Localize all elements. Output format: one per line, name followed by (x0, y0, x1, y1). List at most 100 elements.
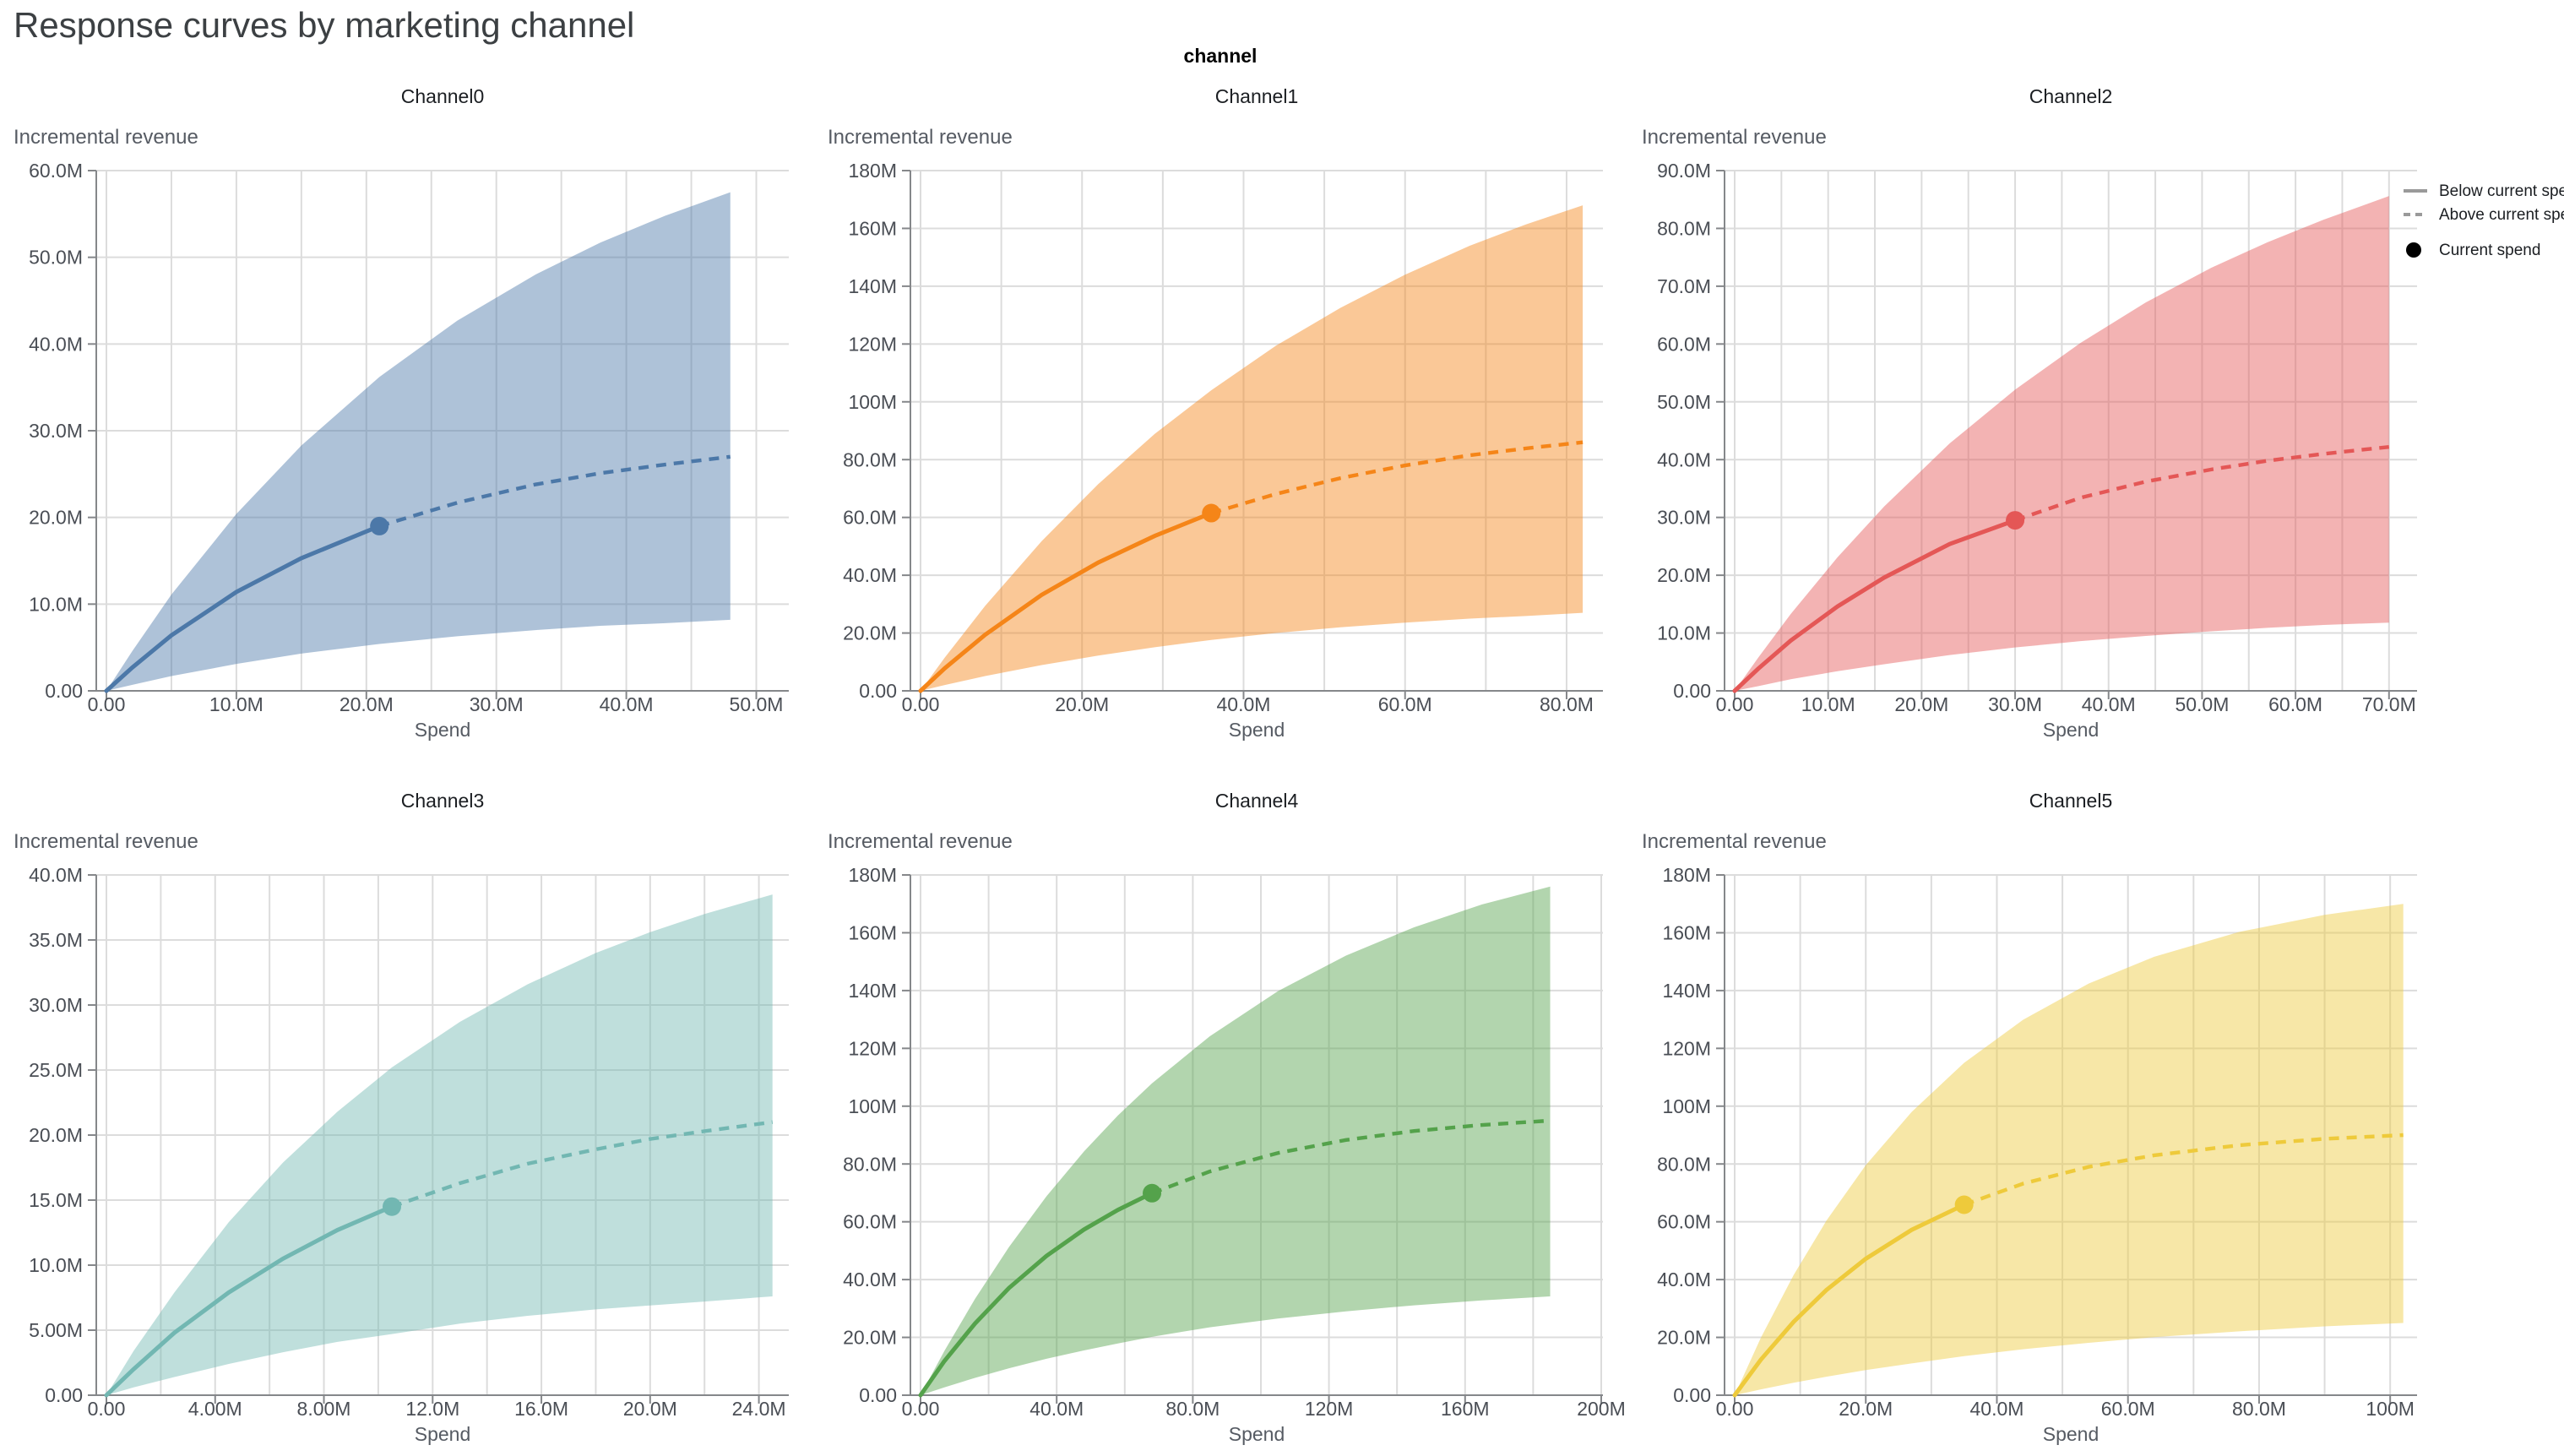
x-tick-label: 70.0M (2362, 693, 2416, 715)
response-curve-chart-channel2: 0.00 10.0M 20.0M 30.0M 40.0M 50.0M 60.0M 70.0M 8… (1642, 85, 2417, 741)
y-tick-label: 80.0M (843, 448, 897, 470)
x-axis-title: Spend (2043, 719, 2100, 741)
gridlines (1725, 170, 2417, 691)
current-spend-dot (1954, 1195, 1974, 1214)
facet-title: Channel2 (2029, 85, 2112, 107)
gridlines (96, 170, 789, 691)
y-tick-label: 180M (1662, 864, 1711, 886)
x-tick-label: 40.0M (1029, 1398, 1084, 1420)
y-tick-label: 20.0M (29, 507, 83, 529)
facet-title: Channel5 (2029, 790, 2112, 812)
confidence-band (106, 894, 773, 1395)
axes: 0.00 20.0M 40.0M 60.0M 80.0M 100M 120M 140M 160M… (843, 864, 1626, 1420)
mean-line-above-current (1151, 1118, 1551, 1195)
mean-line-below-current (1732, 1202, 1967, 1398)
gridlines (1725, 874, 2417, 1395)
y-tick-label: 50.0M (1657, 391, 1711, 413)
x-axis-title: Spend (1229, 719, 1285, 741)
axes: 0.00 10.0M 20.0M 30.0M 40.0M 50.0M 60.0M 0.00 10… (29, 160, 789, 715)
facet-title: Channel0 (401, 85, 484, 107)
x-tick-label: 40.0M (2082, 693, 2136, 715)
y-tick-label: 0.00 (1673, 1384, 1711, 1406)
y-tick-label: 40.0M (843, 1269, 897, 1290)
x-tick-label: 80.0M (2232, 1398, 2286, 1420)
y-axis-title: Incremental revenue (828, 830, 1013, 853)
facet-grid: 0.00 10.0M 20.0M 30.0M 40.0M 50.0M 60.0M 0.00 10… (14, 85, 2417, 1445)
solid-line-icon (2404, 189, 2427, 193)
x-tick-label: 0.00 (902, 693, 940, 715)
y-tick-label: 80.0M (1657, 217, 1711, 239)
x-tick-label: 30.0M (470, 693, 524, 715)
y-tick-label: 30.0M (29, 994, 83, 1016)
mean-line-above-current (1210, 440, 1583, 515)
y-tick-label: 160M (1662, 921, 1711, 943)
x-tick-label: 0.00 (1716, 693, 1754, 715)
y-tick-label: 160M (848, 217, 897, 239)
facet-title: Channel4 (1215, 790, 1299, 812)
y-tick-label: 20.0M (843, 1327, 897, 1349)
x-tick-label: 16.0M (514, 1398, 568, 1420)
y-tick-label: 60.0M (843, 507, 897, 529)
mean-line-below-current (918, 511, 1214, 693)
x-tick-label: 8.00M (297, 1398, 351, 1420)
current-spend-dot (2006, 511, 2025, 530)
y-tick-label: 30.0M (1657, 507, 1711, 529)
x-tick-label: 24.0M (732, 1398, 786, 1420)
x-tick-label: 20.0M (340, 693, 394, 715)
y-tick-label: 10.0M (29, 1254, 83, 1276)
y-tick-label: 50.0M (29, 247, 83, 269)
y-tick-label: 0.00 (45, 680, 83, 702)
y-tick-label: 40.0M (29, 864, 83, 886)
y-tick-label: 20.0M (29, 1124, 83, 1146)
y-tick-label: 10.0M (29, 593, 83, 615)
facet-title: Channel3 (401, 790, 484, 812)
x-tick-label: 60.0M (2101, 1398, 2155, 1420)
current-spend-dot (383, 1197, 402, 1216)
confidence-band (1735, 196, 2389, 692)
x-tick-label: 0.00 (1716, 1398, 1754, 1420)
x-tick-label: 60.0M (1378, 693, 1432, 715)
page-title: Response curves by marketing channel (14, 7, 635, 46)
y-axis-title: Incremental revenue (1642, 126, 1827, 149)
x-tick-label: 50.0M (730, 693, 784, 715)
y-tick-label: 120M (848, 333, 897, 355)
y-tick-label: 140M (1662, 980, 1711, 1002)
x-tick-label: 20.0M (623, 1398, 677, 1420)
y-tick-label: 180M (848, 864, 897, 886)
y-tick-label: 40.0M (1657, 1269, 1711, 1290)
y-tick-label: 60.0M (1657, 1211, 1711, 1233)
x-tick-label: 50.0M (2175, 693, 2229, 715)
x-tick-label: 10.0M (1801, 693, 1855, 715)
legend-label-below: Below current spend (2439, 182, 2564, 200)
x-tick-label: 80.0M (1165, 1398, 1220, 1420)
y-tick-label: 70.0M (1657, 275, 1711, 297)
y-tick-label: 140M (848, 275, 897, 297)
y-tick-label: 15.0M (29, 1189, 83, 1211)
axes: 0.00 20.0M 40.0M 60.0M 80.0M 100M 120M 140M 160M… (1657, 864, 2417, 1420)
axes: 0.00 20.0M 40.0M 60.0M 80.0M 100M 120M 140M 160M… (843, 160, 1603, 715)
current-spend-dot (370, 516, 389, 535)
x-tick-label: 40.0M (1217, 693, 1271, 715)
response-curve-chart-channel5: 0.00 20.0M 40.0M 60.0M 80.0M 100M 120M 140M 160M… (1642, 790, 2417, 1445)
y-tick-label: 100M (1662, 1095, 1711, 1117)
x-tick-label: 4.00M (188, 1398, 242, 1420)
x-tick-label: 30.0M (1988, 693, 2042, 715)
x-tick-label: 20.0M (1894, 693, 1948, 715)
dashed-line-icon (2404, 213, 2427, 216)
x-tick-label: 120M (1305, 1398, 1354, 1420)
x-tick-label: 100M (2366, 1398, 2415, 1420)
gridlines (96, 874, 789, 1395)
y-tick-label: 140M (848, 980, 897, 1002)
y-tick-label: 120M (1662, 1037, 1711, 1059)
legend-label-above: Above current spend (2439, 205, 2564, 224)
x-axis-title: Spend (415, 719, 471, 741)
mean-line-above-current (1963, 1133, 2404, 1207)
x-tick-label: 60.0M (2268, 693, 2322, 715)
response-curve-chart-channel4: 0.00 20.0M 40.0M 60.0M 80.0M 100M 120M 140M 160M… (828, 790, 1626, 1445)
y-tick-label: 30.0M (29, 420, 83, 442)
confidence-band (1735, 904, 2404, 1395)
mean-line-below-current (918, 1191, 1154, 1398)
y-tick-label: 0.00 (45, 1384, 83, 1406)
y-tick-label: 5.00M (29, 1319, 83, 1341)
